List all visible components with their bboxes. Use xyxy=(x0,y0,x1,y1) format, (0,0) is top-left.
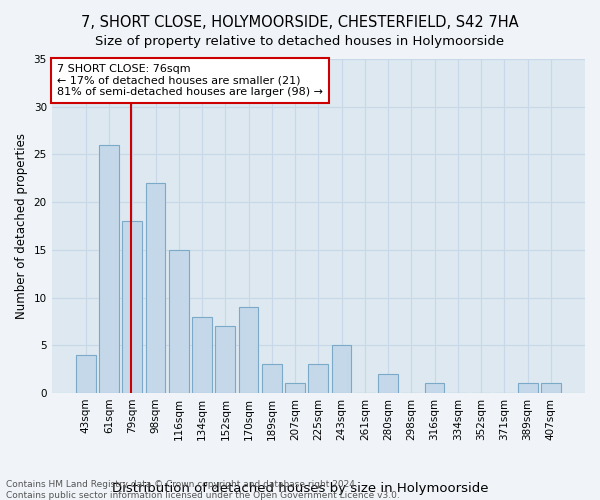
Text: Size of property relative to detached houses in Holymoorside: Size of property relative to detached ho… xyxy=(95,35,505,48)
Bar xyxy=(518,384,538,393)
Bar xyxy=(308,364,328,393)
Y-axis label: Number of detached properties: Number of detached properties xyxy=(15,133,28,319)
Bar xyxy=(122,221,142,393)
Bar xyxy=(169,250,188,393)
Text: 7, SHORT CLOSE, HOLYMOORSIDE, CHESTERFIELD, S42 7HA: 7, SHORT CLOSE, HOLYMOORSIDE, CHESTERFIE… xyxy=(81,15,519,30)
Bar xyxy=(239,307,259,393)
Bar xyxy=(76,355,95,393)
Bar xyxy=(378,374,398,393)
Bar xyxy=(541,384,561,393)
Bar xyxy=(425,384,445,393)
Bar xyxy=(99,145,119,393)
Bar xyxy=(215,326,235,393)
Bar xyxy=(262,364,282,393)
Text: Distribution of detached houses by size in Holymoorside: Distribution of detached houses by size … xyxy=(112,482,488,495)
Bar xyxy=(285,384,305,393)
Text: Contains HM Land Registry data © Crown copyright and database right 2024.
Contai: Contains HM Land Registry data © Crown c… xyxy=(6,480,400,500)
Bar xyxy=(146,183,166,393)
Text: 7 SHORT CLOSE: 76sqm
← 17% of detached houses are smaller (21)
81% of semi-detac: 7 SHORT CLOSE: 76sqm ← 17% of detached h… xyxy=(57,64,323,97)
Bar xyxy=(332,346,352,393)
Bar xyxy=(192,316,212,393)
